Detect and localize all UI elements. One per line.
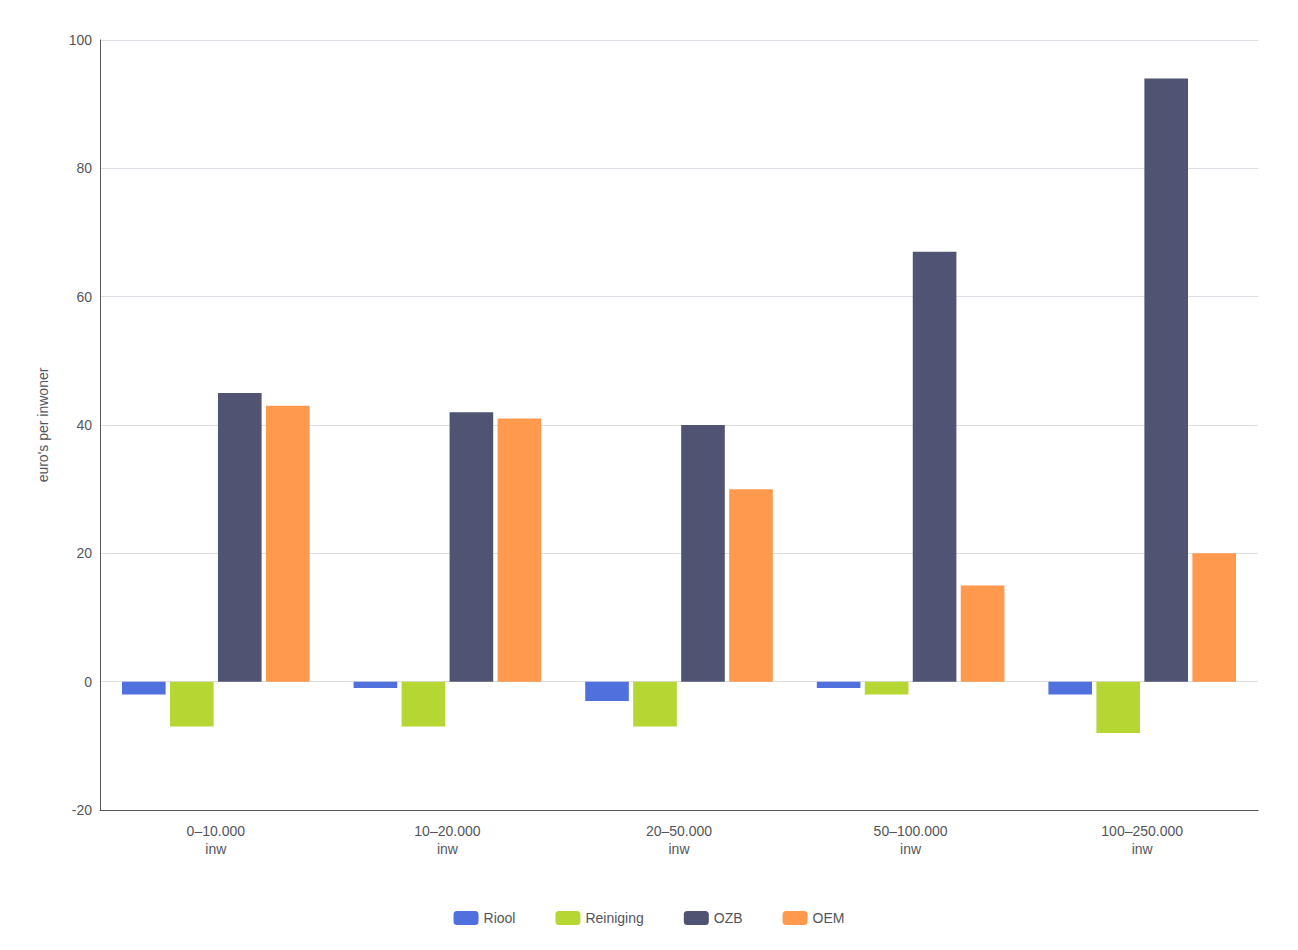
svg-text:euro's per inwoner: euro's per inwoner [35, 367, 51, 482]
svg-text:inw: inw [900, 841, 922, 857]
svg-text:80: 80 [76, 160, 92, 176]
svg-text:0: 0 [84, 674, 92, 690]
svg-text:inw: inw [1132, 841, 1154, 857]
svg-text:50–100.000: 50–100.000 [874, 823, 948, 839]
svg-text:inw: inw [668, 841, 690, 857]
svg-text:100: 100 [69, 32, 93, 48]
svg-text:inw: inw [437, 841, 459, 857]
svg-text:0–10.000: 0–10.000 [187, 823, 246, 839]
svg-text:100–250.000: 100–250.000 [1101, 823, 1183, 839]
svg-text:OZB: OZB [714, 910, 743, 926]
svg-text:10–20.000: 10–20.000 [414, 823, 480, 839]
svg-text:OEM: OEM [813, 910, 845, 926]
svg-text:20–50.000: 20–50.000 [646, 823, 712, 839]
svg-text:Riool: Riool [484, 910, 516, 926]
svg-text:20: 20 [76, 545, 92, 561]
svg-text:-20: -20 [72, 802, 92, 818]
svg-text:Reiniging: Reiniging [585, 910, 643, 926]
svg-text:40: 40 [76, 417, 92, 433]
svg-text:60: 60 [76, 289, 92, 305]
svg-text:inw: inw [205, 841, 227, 857]
